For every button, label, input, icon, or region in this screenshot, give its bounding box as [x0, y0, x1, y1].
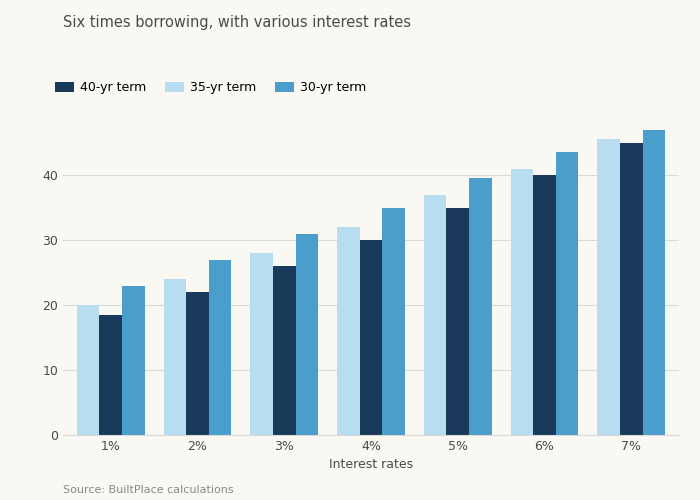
Bar [122, 286, 145, 435]
Bar [556, 152, 578, 435]
Bar [511, 168, 533, 435]
Bar [360, 240, 382, 435]
Text: Source: BuiltPlace calculations: Source: BuiltPlace calculations [63, 485, 234, 495]
Bar [186, 292, 209, 435]
Bar [337, 227, 360, 435]
Bar [295, 234, 318, 435]
Bar [643, 130, 665, 435]
Bar [99, 315, 122, 435]
Bar [424, 194, 447, 435]
Bar [164, 279, 186, 435]
X-axis label: Interest rates: Interest rates [329, 458, 413, 471]
Bar [209, 260, 231, 435]
Bar [597, 139, 620, 435]
Bar [251, 253, 273, 435]
Bar [620, 142, 643, 435]
Text: Six times borrowing, with various interest rates: Six times borrowing, with various intere… [63, 15, 411, 30]
Bar [382, 208, 405, 435]
Bar [533, 175, 556, 435]
Bar [77, 305, 99, 435]
Bar [447, 208, 469, 435]
Bar [469, 178, 491, 435]
Legend: 40-yr term, 35-yr term, 30-yr term: 40-yr term, 35-yr term, 30-yr term [55, 81, 367, 94]
Bar [273, 266, 295, 435]
